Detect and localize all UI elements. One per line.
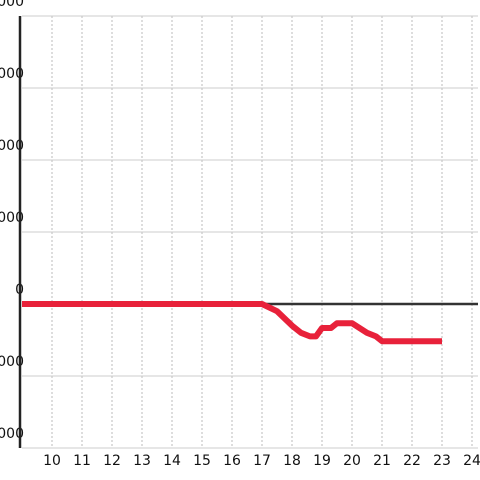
y-tick-label: -6,000 bbox=[0, 426, 24, 442]
y-tick-label: 6,000 bbox=[0, 138, 24, 154]
x-tick-label: 10 bbox=[43, 453, 61, 469]
x-tick-label: 20 bbox=[343, 453, 361, 469]
x-tick-label: 17 bbox=[253, 453, 271, 469]
x-tick-label: 16 bbox=[223, 453, 241, 469]
x-tick-label: 12 bbox=[103, 453, 121, 469]
x-tick-label: 14 bbox=[163, 453, 181, 469]
x-tick-label: 11 bbox=[73, 453, 91, 469]
x-tick-label: 19 bbox=[313, 453, 331, 469]
y-tick-label: 12,000 bbox=[0, 0, 24, 10]
line bbox=[22, 301, 442, 345]
x-tick-label: 21 bbox=[373, 453, 391, 469]
x-tick-label: 18 bbox=[283, 453, 301, 469]
y-tick-label: 3,000 bbox=[0, 210, 24, 226]
y-tick-label: -3,000 bbox=[0, 354, 24, 370]
x-tick-label: 13 bbox=[133, 453, 151, 469]
x-tick-label: 22 bbox=[403, 453, 421, 469]
x-tick-label: 15 bbox=[193, 453, 211, 469]
x-tick-label: 23 bbox=[433, 453, 451, 469]
x-tick-label: 24 bbox=[463, 453, 480, 469]
y-tick-label: 9,000 bbox=[0, 66, 24, 82]
